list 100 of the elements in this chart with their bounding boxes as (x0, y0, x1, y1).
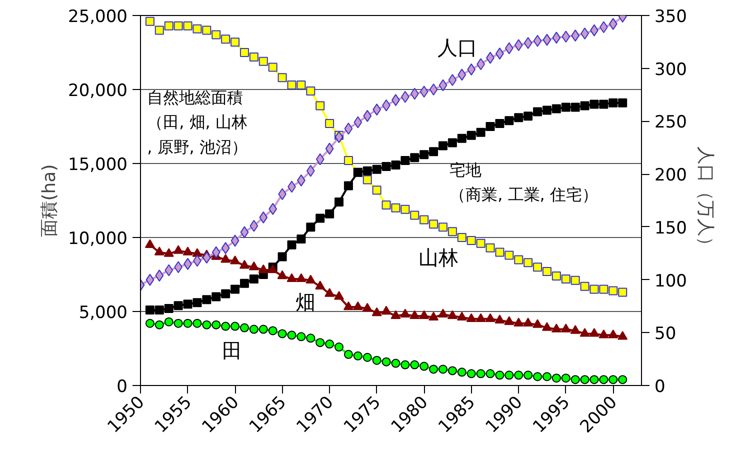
point (362, 166, 372, 176)
point (448, 74, 457, 86)
point (174, 21, 183, 30)
point (249, 324, 258, 334)
point (344, 122, 353, 135)
point (287, 80, 296, 90)
point (316, 214, 325, 223)
point (173, 245, 184, 254)
point (316, 101, 325, 110)
point (381, 306, 392, 315)
point (410, 360, 420, 370)
point (580, 101, 590, 110)
point (561, 274, 570, 284)
point (456, 312, 467, 321)
point (542, 322, 552, 331)
point (551, 324, 562, 332)
y2-tick-label: 350 (654, 7, 687, 27)
point (164, 317, 174, 326)
y-tick-label: 5,000 (78, 303, 128, 323)
point (523, 318, 534, 326)
point (212, 30, 221, 40)
point (589, 328, 600, 337)
point (362, 175, 372, 184)
point (420, 86, 428, 98)
point (580, 375, 590, 384)
point (202, 295, 212, 304)
point (599, 375, 608, 384)
point (590, 375, 599, 384)
point (618, 375, 628, 384)
point (524, 112, 533, 121)
point (562, 30, 570, 43)
point (486, 122, 495, 131)
series-label: 人口 (437, 35, 478, 60)
point (533, 34, 542, 47)
series-label: 山林 (418, 245, 458, 270)
point (278, 329, 287, 338)
y2-tick-label: 250 (654, 112, 687, 133)
point (448, 227, 457, 236)
point (230, 322, 240, 331)
point (145, 16, 154, 26)
point (438, 308, 448, 318)
point (618, 98, 628, 108)
point (457, 368, 466, 377)
point (410, 210, 420, 220)
point (277, 270, 288, 280)
point (552, 374, 561, 383)
y2-axis-title: 人口（万人） (694, 146, 716, 254)
point (524, 36, 532, 49)
point (419, 310, 430, 320)
point (457, 233, 466, 242)
point (400, 204, 410, 214)
y2-tick-label: 150 (654, 218, 687, 238)
point (258, 264, 268, 274)
point (221, 242, 230, 254)
point (608, 286, 618, 296)
point (391, 203, 400, 212)
point (202, 320, 212, 330)
point (552, 104, 561, 114)
point (410, 153, 420, 162)
point (154, 26, 164, 35)
point (268, 326, 278, 336)
point (296, 80, 306, 90)
point (221, 34, 230, 44)
point (248, 261, 259, 270)
point (466, 369, 476, 378)
point (268, 62, 278, 72)
point (258, 324, 268, 334)
series-label: 宅地（商業, 工業, 住宅） (450, 160, 598, 204)
point (258, 56, 268, 66)
point (504, 42, 514, 54)
point (164, 248, 174, 257)
point (344, 156, 353, 166)
y-tick-label: 15,000 (68, 155, 128, 175)
point (306, 86, 316, 96)
point (334, 197, 344, 206)
y2-tick-label: 50 (654, 324, 676, 344)
point (524, 258, 533, 268)
point (278, 73, 287, 82)
point (466, 236, 476, 245)
point (372, 164, 382, 174)
point (561, 102, 570, 112)
point (542, 34, 552, 46)
point (429, 220, 438, 229)
point (183, 300, 192, 309)
point (570, 102, 580, 112)
point (514, 255, 524, 264)
point (438, 364, 448, 374)
point (145, 318, 154, 328)
point (486, 369, 495, 378)
point (325, 340, 334, 349)
point (542, 372, 552, 382)
point (212, 320, 221, 330)
point (212, 246, 220, 258)
point (164, 264, 174, 276)
point (278, 252, 287, 262)
point (542, 106, 552, 115)
point (429, 147, 438, 156)
annotation: 自然地総面積（田, 畑, 山林, 原野, 池沼） (147, 88, 248, 156)
point (192, 24, 202, 34)
point (467, 63, 476, 76)
